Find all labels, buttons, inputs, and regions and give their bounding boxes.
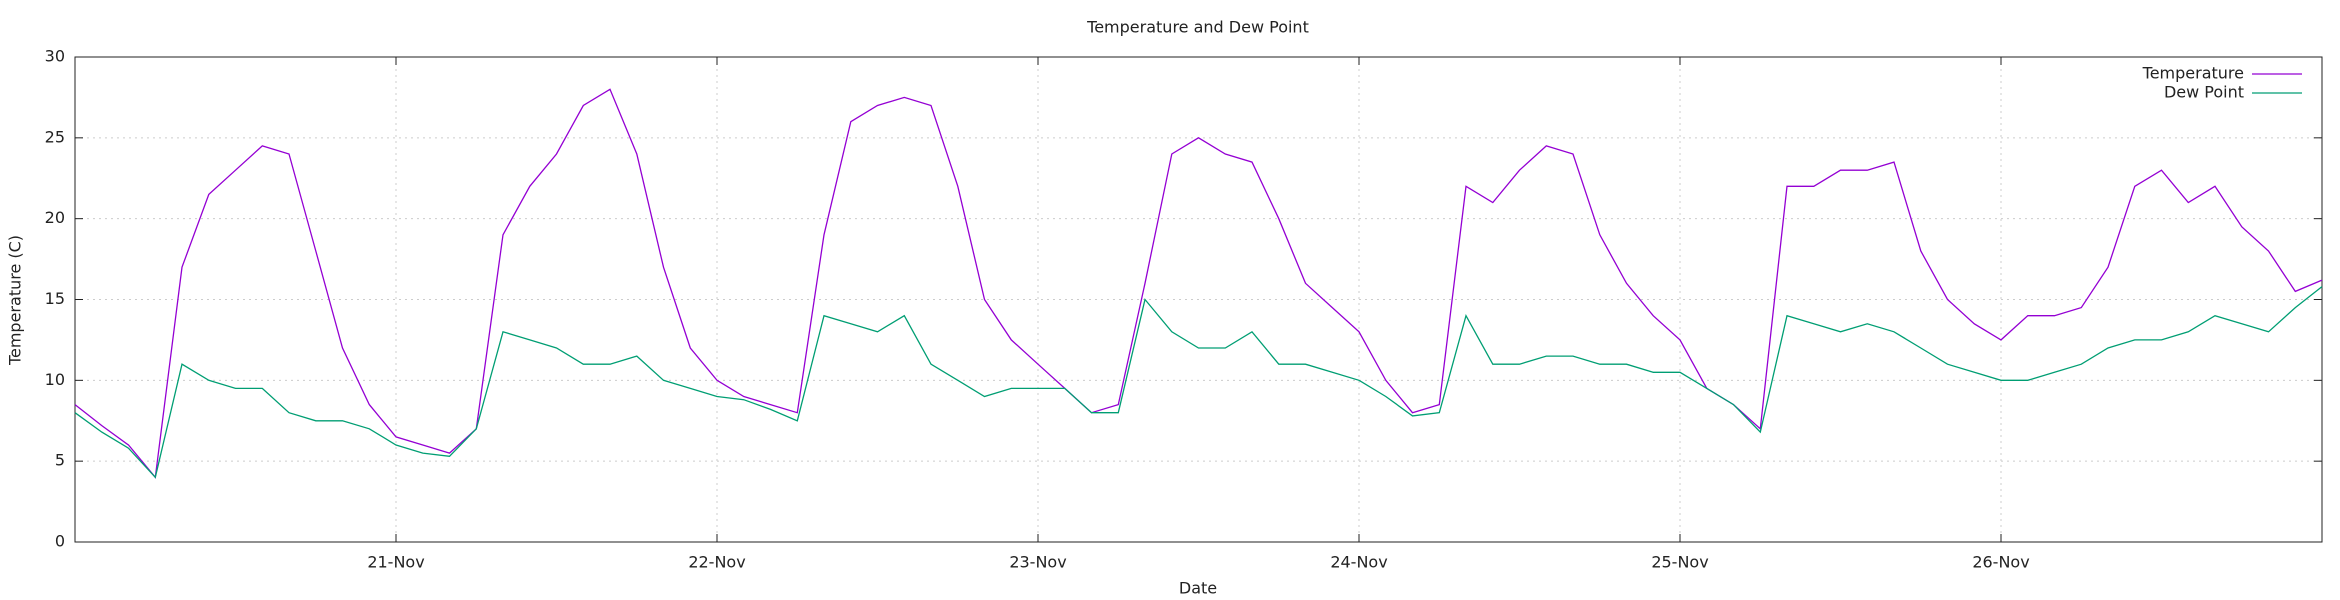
plot-frame [74, 56, 2323, 543]
x-tick-label: 26-Nov [1972, 553, 2029, 572]
legend-label: Temperature [2142, 64, 2244, 83]
series-line [74, 88, 2323, 479]
series-line [74, 286, 2323, 479]
y-tick-label: 10 [45, 370, 65, 389]
x-tick-label: 25-Nov [1651, 553, 1708, 572]
y-tick-label: 20 [45, 208, 65, 227]
y-tick-label: 0 [55, 532, 65, 551]
x-tick-label: 21-Nov [367, 553, 424, 572]
x-tick-label: 24-Nov [1330, 553, 1387, 572]
y-axis-label: Temperature (C) [6, 235, 25, 366]
x-tick-label: 22-Nov [688, 553, 745, 572]
y-tick-label: 25 [45, 127, 65, 146]
y-tick-label: 15 [45, 289, 65, 308]
chart-title: Temperature and Dew Point [1086, 18, 1309, 37]
legend-label: Dew Point [2164, 83, 2244, 102]
x-tick-label: 23-Nov [1009, 553, 1066, 572]
y-tick-label: 5 [55, 451, 65, 470]
y-tick-label: 30 [45, 47, 65, 66]
x-axis-label: Date [1179, 579, 1217, 598]
